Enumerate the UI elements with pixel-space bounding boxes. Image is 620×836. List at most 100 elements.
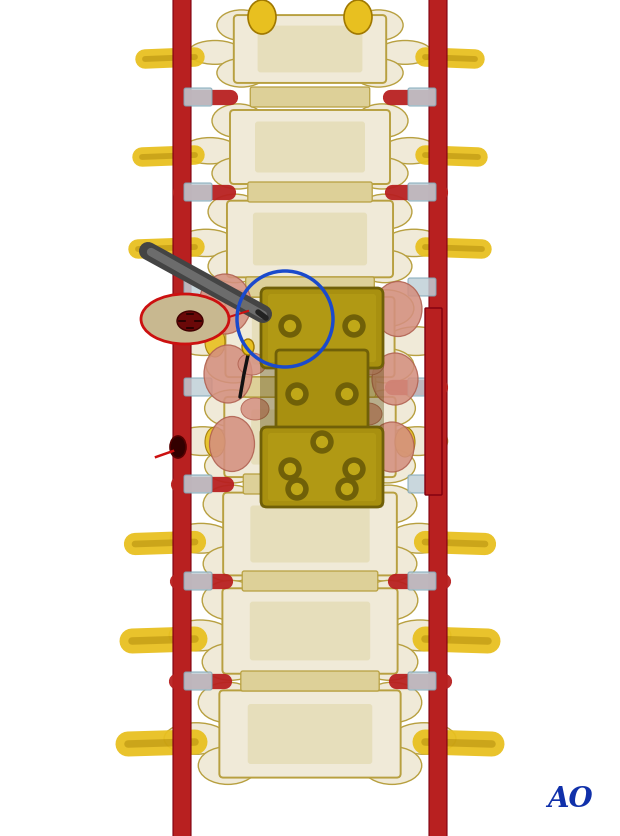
Ellipse shape xyxy=(198,682,257,723)
Ellipse shape xyxy=(363,747,422,784)
FancyBboxPatch shape xyxy=(248,183,372,203)
Ellipse shape xyxy=(212,158,264,190)
FancyBboxPatch shape xyxy=(276,350,368,443)
Ellipse shape xyxy=(389,620,451,651)
Ellipse shape xyxy=(199,275,251,334)
Circle shape xyxy=(315,436,329,450)
FancyBboxPatch shape xyxy=(261,427,383,507)
Ellipse shape xyxy=(164,723,228,754)
Ellipse shape xyxy=(206,290,261,328)
FancyBboxPatch shape xyxy=(226,298,394,378)
FancyBboxPatch shape xyxy=(173,0,191,836)
FancyBboxPatch shape xyxy=(219,691,401,777)
Ellipse shape xyxy=(177,312,203,332)
Ellipse shape xyxy=(217,59,267,88)
Ellipse shape xyxy=(344,1,372,35)
Ellipse shape xyxy=(170,523,231,553)
FancyBboxPatch shape xyxy=(268,294,376,363)
Ellipse shape xyxy=(241,399,269,421)
Ellipse shape xyxy=(172,427,232,456)
Ellipse shape xyxy=(360,486,417,523)
Circle shape xyxy=(279,458,301,481)
Ellipse shape xyxy=(356,158,408,190)
Ellipse shape xyxy=(385,230,443,257)
FancyBboxPatch shape xyxy=(242,571,378,591)
Ellipse shape xyxy=(210,417,254,472)
Ellipse shape xyxy=(212,104,264,139)
FancyBboxPatch shape xyxy=(243,475,377,494)
FancyBboxPatch shape xyxy=(248,704,372,764)
FancyBboxPatch shape xyxy=(184,184,212,201)
Ellipse shape xyxy=(353,59,403,88)
FancyBboxPatch shape xyxy=(255,122,365,173)
FancyBboxPatch shape xyxy=(250,602,370,660)
FancyBboxPatch shape xyxy=(241,671,379,691)
FancyBboxPatch shape xyxy=(251,410,369,465)
Circle shape xyxy=(286,384,308,405)
Ellipse shape xyxy=(238,354,266,375)
Circle shape xyxy=(347,462,361,477)
FancyBboxPatch shape xyxy=(184,573,212,590)
Circle shape xyxy=(283,319,297,334)
Circle shape xyxy=(340,482,354,497)
FancyBboxPatch shape xyxy=(260,292,384,508)
FancyBboxPatch shape xyxy=(253,213,367,266)
Ellipse shape xyxy=(356,354,384,375)
Ellipse shape xyxy=(202,644,259,681)
Ellipse shape xyxy=(360,390,415,427)
Ellipse shape xyxy=(378,42,432,65)
Ellipse shape xyxy=(361,644,418,681)
Ellipse shape xyxy=(182,139,238,165)
Ellipse shape xyxy=(356,104,408,139)
FancyBboxPatch shape xyxy=(224,397,396,477)
Ellipse shape xyxy=(205,390,260,427)
Ellipse shape xyxy=(141,294,229,344)
Ellipse shape xyxy=(204,345,252,404)
Ellipse shape xyxy=(208,195,262,230)
Ellipse shape xyxy=(174,328,234,356)
FancyBboxPatch shape xyxy=(184,278,212,297)
FancyBboxPatch shape xyxy=(252,310,368,365)
FancyBboxPatch shape xyxy=(408,573,436,590)
FancyBboxPatch shape xyxy=(184,89,212,107)
Ellipse shape xyxy=(359,290,414,328)
Circle shape xyxy=(340,388,354,401)
Ellipse shape xyxy=(242,339,254,355)
FancyBboxPatch shape xyxy=(425,308,442,496)
Ellipse shape xyxy=(205,427,225,457)
Ellipse shape xyxy=(372,354,418,405)
Ellipse shape xyxy=(203,546,260,582)
Ellipse shape xyxy=(205,328,225,358)
Ellipse shape xyxy=(374,283,422,337)
FancyBboxPatch shape xyxy=(408,89,436,107)
Ellipse shape xyxy=(363,682,422,723)
FancyBboxPatch shape xyxy=(250,88,370,108)
Ellipse shape xyxy=(389,523,450,553)
Circle shape xyxy=(347,319,361,334)
FancyBboxPatch shape xyxy=(234,16,386,84)
Ellipse shape xyxy=(169,620,231,651)
Circle shape xyxy=(290,388,304,401)
Ellipse shape xyxy=(170,436,186,458)
FancyBboxPatch shape xyxy=(408,476,436,493)
FancyBboxPatch shape xyxy=(408,672,436,691)
FancyBboxPatch shape xyxy=(184,476,212,493)
Circle shape xyxy=(336,384,358,405)
FancyBboxPatch shape xyxy=(408,184,436,201)
Ellipse shape xyxy=(353,11,403,42)
Ellipse shape xyxy=(248,1,276,35)
Ellipse shape xyxy=(386,328,446,356)
Ellipse shape xyxy=(202,581,259,620)
FancyBboxPatch shape xyxy=(261,288,383,369)
Ellipse shape xyxy=(358,195,412,230)
Circle shape xyxy=(283,462,297,477)
Ellipse shape xyxy=(388,427,448,456)
Circle shape xyxy=(343,458,365,481)
Ellipse shape xyxy=(360,449,415,483)
Ellipse shape xyxy=(382,139,438,165)
FancyBboxPatch shape xyxy=(268,434,376,502)
Ellipse shape xyxy=(354,404,382,426)
FancyBboxPatch shape xyxy=(429,0,447,836)
Text: AO: AO xyxy=(547,786,593,813)
Circle shape xyxy=(290,482,304,497)
